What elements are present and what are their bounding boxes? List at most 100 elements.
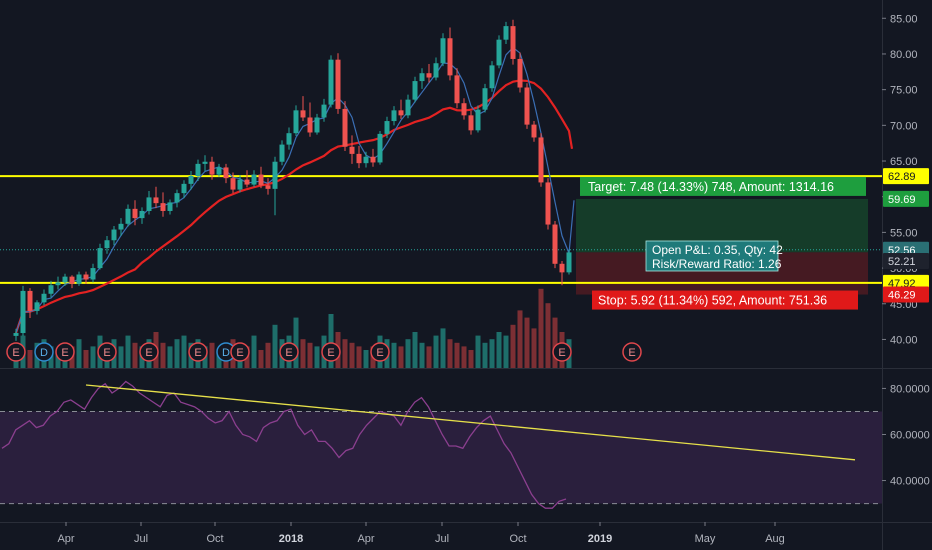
- volume-bar: [454, 342, 460, 368]
- volume-bar: [349, 342, 355, 368]
- candle-body: [524, 87, 530, 125]
- time-tick-label: Apr: [57, 533, 74, 545]
- earnings-marker: [139, 342, 159, 362]
- price-tick-label: 75.00: [890, 85, 918, 97]
- rsi-tick-label: 80.0000: [890, 383, 930, 395]
- candle-body: [335, 59, 341, 109]
- candle-body: [153, 197, 159, 204]
- candle-body: [342, 108, 348, 147]
- price-tag: [883, 252, 929, 269]
- volume-bar: [552, 317, 558, 368]
- candle-body: [349, 146, 355, 154]
- candle-body: [160, 203, 166, 211]
- earnings-marker: [552, 342, 572, 362]
- volume-bar: [475, 335, 481, 368]
- time-tick-label: 2019: [588, 533, 612, 545]
- volume-bar: [510, 324, 516, 368]
- volume-bar: [314, 346, 320, 368]
- candle-body: [307, 117, 313, 133]
- volume-bar: [167, 346, 173, 368]
- candle-body: [237, 179, 243, 190]
- candle-body: [461, 103, 467, 116]
- candle-body: [55, 282, 61, 286]
- volume-bar: [160, 342, 166, 368]
- volume-bar: [531, 328, 537, 368]
- marker-label: E: [327, 347, 334, 359]
- marker-label: E: [194, 347, 201, 359]
- stop-label-box: [592, 290, 858, 310]
- stop-label: Stop: 5.92 (11.34%) 592, Amount: 751.36: [598, 294, 827, 308]
- candle-body: [195, 163, 201, 177]
- candle-body: [125, 208, 131, 224]
- volume-bar: [118, 346, 124, 368]
- candle-body: [111, 229, 117, 241]
- marker-label: D: [222, 347, 230, 359]
- volume-bar: [433, 335, 439, 368]
- candle-body: [314, 117, 320, 133]
- volume-bar: [517, 310, 523, 368]
- candle-body: [104, 240, 110, 249]
- price-tick-label: 85.00: [890, 13, 918, 25]
- volume-bar: [328, 314, 334, 368]
- rsi-band: [0, 411, 882, 504]
- candle-body: [384, 121, 390, 134]
- candle-body: [412, 81, 418, 100]
- candle-body: [440, 38, 446, 64]
- pnl-label: Open P&L: 0.35, Qty: 42: [652, 243, 783, 257]
- pnl-box: [645, 240, 779, 272]
- rsi-trendline: [85, 384, 856, 461]
- candle-body: [433, 63, 439, 78]
- candle-body: [370, 156, 376, 163]
- candle-body: [188, 176, 194, 184]
- candle-body: [517, 58, 523, 88]
- candle-body: [489, 65, 495, 89]
- candle-body: [69, 276, 75, 284]
- time-tick-label: May: [695, 533, 716, 545]
- ma-fast-line: [15, 46, 575, 334]
- volume-bar: [293, 317, 299, 368]
- volume-bar: [398, 346, 404, 368]
- candle-body: [62, 276, 68, 283]
- candle-body: [174, 193, 180, 203]
- candle-body: [531, 124, 537, 138]
- candle-body: [13, 333, 19, 336]
- candle-body: [293, 110, 299, 134]
- time-tick-label: Oct: [509, 533, 526, 545]
- marker-label: E: [236, 347, 243, 359]
- marker-label: E: [558, 347, 565, 359]
- volume-bar: [489, 339, 495, 368]
- price-tick-label: 55.00: [890, 227, 918, 239]
- candle-body: [566, 252, 572, 273]
- volume-bar: [426, 346, 432, 368]
- dividend-marker: [34, 342, 54, 362]
- volume-bar: [300, 339, 306, 368]
- candle-body: [265, 185, 271, 189]
- rr-label: Risk/Reward Ratio: 1.26: [652, 257, 782, 271]
- earnings-marker: [230, 342, 250, 362]
- time-tick-label: Jul: [134, 533, 148, 545]
- volume-bar: [468, 350, 474, 368]
- time-tick-label: Jul: [435, 533, 449, 545]
- candle-body: [538, 137, 544, 183]
- candle-body: [510, 26, 516, 59]
- price-tick-label: 80.00: [890, 49, 918, 61]
- candle-body: [223, 167, 229, 179]
- marker-label: E: [628, 347, 635, 359]
- earnings-marker: [55, 342, 75, 362]
- candle-body: [300, 110, 306, 118]
- marker-label: E: [61, 347, 68, 359]
- volume-bar: [363, 350, 369, 368]
- candle-body: [496, 39, 502, 66]
- candle-body: [146, 197, 152, 211]
- price-tag: [883, 286, 929, 303]
- volume-bar: [265, 342, 271, 368]
- candle-body: [377, 133, 383, 163]
- time-tick-label: Oct: [206, 533, 223, 545]
- volume-bar: [482, 342, 488, 368]
- volume-bar: [83, 350, 89, 368]
- price-tick-label: 40.00: [890, 334, 918, 346]
- volume-bar: [524, 317, 530, 368]
